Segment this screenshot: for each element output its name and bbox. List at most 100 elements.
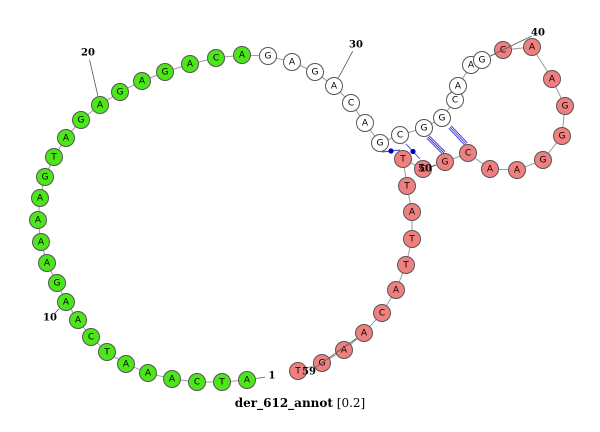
nucleotide-circle[interactable] [29, 211, 47, 229]
nucleotide-node[interactable]: T [403, 230, 421, 248]
nucleotide-node[interactable]: G [473, 51, 491, 69]
nucleotide-circle[interactable] [436, 153, 454, 171]
nucleotide-circle[interactable] [57, 129, 75, 147]
nucleotide-circle[interactable] [449, 77, 467, 95]
nucleotide-circle[interactable] [207, 49, 225, 67]
nucleotide-circle[interactable] [117, 355, 135, 373]
nucleotide-circle[interactable] [342, 94, 360, 112]
nucleotide-node[interactable]: A [181, 55, 199, 73]
nucleotide-circle[interactable] [156, 63, 174, 81]
nucleotide-circle[interactable] [82, 328, 100, 346]
nucleotide-circle[interactable] [373, 304, 391, 322]
nucleotide-circle[interactable] [415, 119, 433, 137]
nucleotide-circle[interactable] [283, 53, 301, 71]
nucleotide-node[interactable]: G [415, 119, 433, 137]
nucleotide-circle[interactable] [391, 126, 409, 144]
nucleotide-node[interactable]: T [289, 362, 307, 380]
nucleotide-circle[interactable] [306, 63, 324, 81]
nucleotide-circle[interactable] [356, 114, 374, 132]
nucleotide-circle[interactable] [371, 134, 389, 152]
nucleotide-circle[interactable] [57, 293, 75, 311]
nucleotide-circle[interactable] [433, 109, 451, 127]
nucleotide-node[interactable]: A [91, 96, 109, 114]
nucleotide-node[interactable]: T [213, 373, 231, 391]
nucleotide-node[interactable]: G [259, 47, 277, 65]
nucleotide-circle[interactable] [38, 254, 56, 272]
nucleotide-circle[interactable] [163, 370, 181, 388]
nucleotide-circle[interactable] [181, 55, 199, 73]
nucleotide-node[interactable]: A [356, 114, 374, 132]
nucleotide-node[interactable]: A [449, 77, 467, 95]
nucleotide-circle[interactable] [91, 96, 109, 114]
nucleotide-node[interactable]: A [163, 370, 181, 388]
nucleotide-circle[interactable] [398, 177, 416, 195]
nucleotide-node[interactable]: G [433, 109, 451, 127]
nucleotide-circle[interactable] [481, 160, 499, 178]
nucleotide-circle[interactable] [72, 111, 90, 129]
nucleotide-node[interactable]: T [398, 177, 416, 195]
nucleotide-circle[interactable] [111, 83, 129, 101]
nucleotide-circle[interactable] [335, 341, 353, 359]
nucleotide-node[interactable]: A [355, 324, 373, 342]
nucleotide-circle[interactable] [403, 203, 421, 221]
nucleotide-node[interactable]: A [523, 38, 541, 56]
nucleotide-circle[interactable] [459, 144, 477, 162]
nucleotide-node[interactable]: A [283, 53, 301, 71]
nucleotide-circle[interactable] [508, 161, 526, 179]
nucleotide-circle[interactable] [473, 51, 491, 69]
nucleotide-node[interactable]: A [387, 281, 405, 299]
nucleotide-circle[interactable] [139, 364, 157, 382]
nucleotide-node[interactable]: A [543, 70, 561, 88]
nucleotide-node[interactable]: T [45, 148, 63, 166]
nucleotide-circle[interactable] [556, 97, 574, 115]
nucleotide-node[interactable]: A [38, 254, 56, 272]
nucleotide-circle[interactable] [233, 46, 251, 64]
nucleotide-node[interactable]: A [508, 161, 526, 179]
nucleotide-circle[interactable] [133, 72, 151, 90]
nucleotide-node[interactable]: A [133, 72, 151, 90]
nucleotide-circle[interactable] [69, 311, 87, 329]
nucleotide-node[interactable]: T [397, 256, 415, 274]
nucleotide-node[interactable]: A [57, 293, 75, 311]
nucleotide-circle[interactable] [238, 371, 256, 389]
nucleotide-node[interactable]: A [481, 160, 499, 178]
nucleotide-node[interactable]: C [342, 94, 360, 112]
nucleotide-circle[interactable] [355, 324, 373, 342]
nucleotide-node[interactable]: C [391, 126, 409, 144]
nucleotide-node[interactable]: A [31, 189, 49, 207]
nucleotide-node[interactable]: A [335, 341, 353, 359]
nucleotide-node[interactable]: T [98, 343, 116, 361]
nucleotide-node[interactable]: A [238, 371, 256, 389]
nucleotide-node[interactable]: T [394, 150, 412, 168]
nucleotide-node[interactable]: G [36, 168, 54, 186]
nucleotide-node[interactable]: A [233, 46, 251, 64]
nucleotide-circle[interactable] [325, 77, 343, 95]
nucleotide-node[interactable]: G [48, 274, 66, 292]
nucleotide-circle[interactable] [289, 362, 307, 380]
nucleotide-circle[interactable] [543, 70, 561, 88]
nucleotide-circle[interactable] [553, 127, 571, 145]
nucleotide-circle[interactable] [213, 373, 231, 391]
nucleotide-circle[interactable] [36, 168, 54, 186]
nucleotide-node[interactable]: G [111, 83, 129, 101]
nucleotide-node[interactable]: G [72, 111, 90, 129]
nucleotide-node[interactable]: A [117, 355, 135, 373]
nucleotide-node[interactable]: C [82, 328, 100, 346]
nucleotide-node[interactable]: A [32, 233, 50, 251]
nucleotide-circle[interactable] [414, 160, 432, 178]
nucleotide-node[interactable]: G [556, 97, 574, 115]
nucleotide-node[interactable]: C [207, 49, 225, 67]
nucleotide-node[interactable]: C [459, 144, 477, 162]
nucleotide-node[interactable]: G [553, 127, 571, 145]
nucleotide-node[interactable]: A [57, 129, 75, 147]
nucleotide-circle[interactable] [32, 233, 50, 251]
nucleotide-node[interactable]: A [139, 364, 157, 382]
nucleotide-node[interactable]: G [371, 134, 389, 152]
nucleotide-circle[interactable] [45, 148, 63, 166]
nucleotide-node[interactable]: C [188, 373, 206, 391]
nucleotide-node[interactable]: A [403, 203, 421, 221]
nucleotide-node[interactable]: A [29, 211, 47, 229]
nucleotide-node[interactable]: G [156, 63, 174, 81]
nucleotide-node[interactable]: A [69, 311, 87, 329]
nucleotide-circle[interactable] [188, 373, 206, 391]
